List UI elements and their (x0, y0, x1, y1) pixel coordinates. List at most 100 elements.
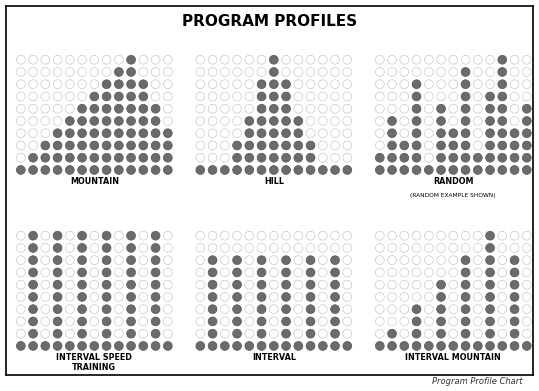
Circle shape (29, 141, 38, 150)
Circle shape (114, 117, 123, 126)
Circle shape (510, 231, 519, 240)
Circle shape (102, 268, 111, 277)
Circle shape (151, 231, 160, 240)
Circle shape (282, 68, 291, 76)
Circle shape (196, 231, 205, 240)
Circle shape (486, 268, 494, 277)
Circle shape (29, 329, 38, 338)
Circle shape (53, 80, 62, 89)
Circle shape (90, 341, 99, 350)
Circle shape (330, 141, 340, 150)
Circle shape (498, 92, 507, 101)
Circle shape (400, 256, 409, 265)
Circle shape (65, 317, 74, 326)
Circle shape (375, 55, 384, 64)
Circle shape (102, 165, 111, 174)
Circle shape (53, 268, 62, 277)
Circle shape (330, 55, 340, 64)
Circle shape (400, 329, 409, 338)
Circle shape (319, 104, 327, 113)
Circle shape (319, 80, 327, 89)
Circle shape (163, 292, 172, 301)
Circle shape (41, 80, 50, 89)
Circle shape (163, 165, 172, 174)
Circle shape (245, 317, 254, 326)
Circle shape (294, 165, 303, 174)
Circle shape (294, 244, 303, 252)
Circle shape (375, 341, 384, 350)
Circle shape (522, 329, 531, 338)
Circle shape (53, 280, 62, 289)
Circle shape (208, 129, 217, 138)
Circle shape (473, 104, 482, 113)
Circle shape (16, 165, 25, 174)
Text: INTERVAL: INTERVAL (252, 353, 296, 362)
Circle shape (306, 244, 315, 252)
Circle shape (208, 55, 217, 64)
Circle shape (282, 305, 291, 314)
Circle shape (330, 280, 340, 289)
Circle shape (151, 256, 160, 265)
Circle shape (306, 341, 315, 350)
Circle shape (498, 244, 507, 252)
Circle shape (65, 55, 74, 64)
Circle shape (139, 268, 148, 277)
Circle shape (473, 268, 482, 277)
Circle shape (510, 55, 519, 64)
Circle shape (114, 256, 123, 265)
Circle shape (139, 80, 148, 89)
Circle shape (257, 341, 266, 350)
Circle shape (437, 329, 445, 338)
Circle shape (412, 256, 421, 265)
Circle shape (412, 244, 421, 252)
Circle shape (498, 141, 507, 150)
Circle shape (90, 231, 99, 240)
Text: PROGRAM PROFILES: PROGRAM PROFILES (182, 14, 357, 29)
Circle shape (388, 68, 397, 76)
Circle shape (41, 305, 50, 314)
Circle shape (461, 153, 470, 162)
Circle shape (282, 92, 291, 101)
Circle shape (233, 268, 241, 277)
Circle shape (510, 129, 519, 138)
Circle shape (53, 141, 62, 150)
Circle shape (424, 141, 433, 150)
Circle shape (78, 80, 86, 89)
Circle shape (388, 329, 397, 338)
Circle shape (449, 104, 458, 113)
Circle shape (127, 153, 135, 162)
Circle shape (306, 55, 315, 64)
Circle shape (437, 92, 445, 101)
Circle shape (486, 305, 494, 314)
Circle shape (114, 92, 123, 101)
Circle shape (498, 268, 507, 277)
Circle shape (473, 292, 482, 301)
Circle shape (522, 68, 531, 76)
Circle shape (102, 117, 111, 126)
Circle shape (245, 292, 254, 301)
Circle shape (65, 292, 74, 301)
Circle shape (270, 280, 278, 289)
Circle shape (449, 92, 458, 101)
Circle shape (486, 341, 494, 350)
Circle shape (208, 141, 217, 150)
Circle shape (498, 153, 507, 162)
Circle shape (412, 55, 421, 64)
Circle shape (461, 292, 470, 301)
Circle shape (29, 317, 38, 326)
Circle shape (486, 141, 494, 150)
Circle shape (306, 280, 315, 289)
Circle shape (294, 280, 303, 289)
Circle shape (78, 244, 86, 252)
Circle shape (208, 305, 217, 314)
Circle shape (102, 55, 111, 64)
Circle shape (114, 231, 123, 240)
Circle shape (319, 317, 327, 326)
Circle shape (343, 153, 352, 162)
Circle shape (16, 153, 25, 162)
Circle shape (330, 68, 340, 76)
Circle shape (510, 68, 519, 76)
Circle shape (196, 68, 205, 76)
Circle shape (196, 244, 205, 252)
Circle shape (102, 292, 111, 301)
